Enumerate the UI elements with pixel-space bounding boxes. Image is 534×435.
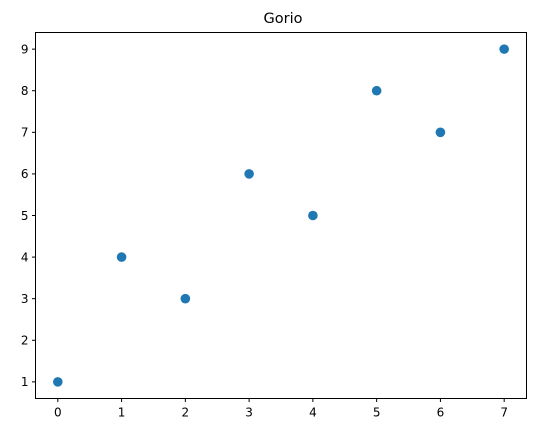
y-tick-label: 2 xyxy=(21,334,29,348)
x-tick-label: 6 xyxy=(437,406,445,420)
chart-title: Gorio xyxy=(264,11,303,27)
y-tick-label: 5 xyxy=(21,209,29,223)
x-axis-ticks: 0 1 2 3 4 5 6 7 xyxy=(54,398,508,420)
scatter-points xyxy=(53,44,509,387)
y-axis-ticks: 1 2 3 4 5 6 7 8 9 xyxy=(21,42,36,389)
x-tick-label: 4 xyxy=(309,406,317,420)
x-tick-label: 1 xyxy=(118,406,126,420)
y-tick-label: 9 xyxy=(21,42,29,56)
x-tick-label: 3 xyxy=(245,406,253,420)
scatter-point xyxy=(435,127,446,138)
x-tick-label: 0 xyxy=(54,406,62,420)
scatter-point xyxy=(308,210,318,221)
x-tick-label: 5 xyxy=(373,406,381,420)
x-tick-label: 2 xyxy=(182,406,190,420)
scatter-point xyxy=(53,377,63,387)
plot-area-frame xyxy=(35,32,527,399)
y-tick-label: 7 xyxy=(21,126,29,140)
scatter-point xyxy=(371,85,382,96)
y-tick-label: 4 xyxy=(21,250,29,264)
scatter-point xyxy=(180,293,191,304)
scatter-point xyxy=(116,252,127,262)
y-tick-label: 8 xyxy=(21,84,29,98)
y-tick-label: 1 xyxy=(21,375,29,389)
y-tick-label: 3 xyxy=(21,292,29,306)
scatter-point xyxy=(244,169,254,179)
scatter-point xyxy=(499,44,509,54)
y-tick-label: 6 xyxy=(21,167,29,181)
x-tick-label: 7 xyxy=(500,406,508,420)
